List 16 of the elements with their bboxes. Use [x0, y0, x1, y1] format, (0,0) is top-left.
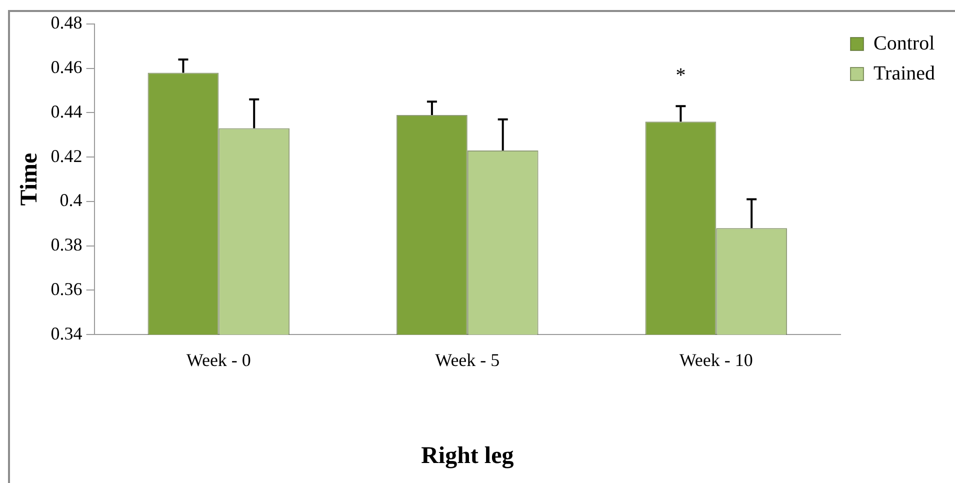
y-tick-label: 0.38	[50, 234, 82, 255]
y-tick-label: 0.34	[50, 323, 82, 344]
x-axis-title: Right leg	[421, 442, 514, 469]
y-tick-label: 0.48	[50, 12, 82, 33]
annotation: *	[676, 64, 686, 86]
x-tick-label: Week - 5	[435, 350, 500, 370]
y-axis-title: Time	[16, 152, 43, 206]
y-tick-label: 0.46	[50, 57, 82, 78]
legend-label: Control	[874, 32, 936, 54]
x-tick-label: Week - 0	[186, 350, 251, 370]
legend-label: Trained	[874, 62, 935, 84]
y-tick-label: 0.44	[50, 101, 82, 122]
y-tick-label: 0.4	[60, 190, 82, 210]
y-tick-label: 0.36	[50, 278, 82, 299]
y-tick-label: 0.42	[50, 146, 82, 166]
x-tick-label: Week - 10	[679, 350, 753, 370]
